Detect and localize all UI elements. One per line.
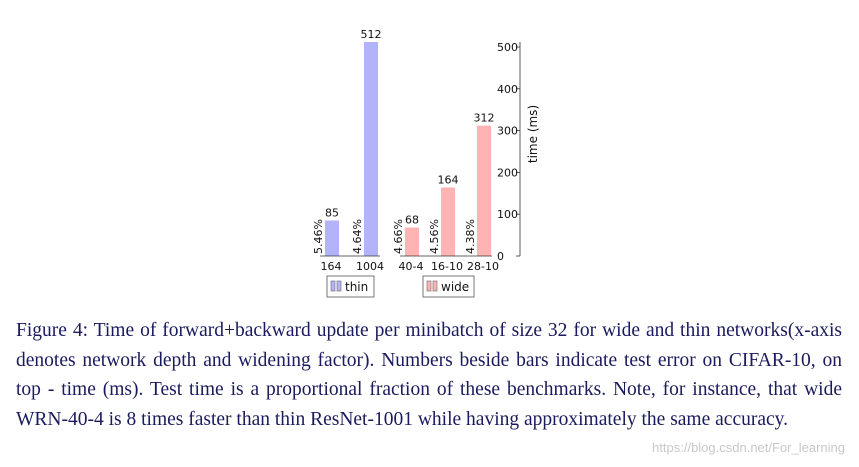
figure-caption: Figure 4: Time of forward+backward updat… <box>16 320 842 430</box>
y-axis-label: time (ms) <box>526 105 540 163</box>
legend-swatch <box>330 280 336 292</box>
bar <box>405 227 419 256</box>
bar <box>477 125 491 256</box>
y-tick-label: 0 <box>497 250 504 263</box>
legend-label: thin <box>345 280 368 294</box>
bar <box>325 220 339 256</box>
y-tick-label: 400 <box>497 83 518 96</box>
y-tick-label: 300 <box>497 125 518 138</box>
chart-marks: 855.46% 164 512 4.64% 1004 684.66% 40-4 164 4.56… <box>312 28 520 298</box>
error-label: 4.38% <box>464 219 477 254</box>
y-tick-label: 200 <box>497 166 518 179</box>
data-label: 512 <box>361 28 382 41</box>
bar <box>364 42 378 256</box>
error-label: 5.46% <box>312 219 325 254</box>
y-tick-label: 500 <box>497 41 518 54</box>
data-label: 164 <box>438 173 459 186</box>
legend-swatch <box>432 280 438 292</box>
data-label: 68 <box>405 214 419 227</box>
error-label: 4.64% <box>351 219 364 254</box>
x-tick-label: 16-10 <box>431 260 463 273</box>
watermark-text: https://blog.csdn.net/For_learning <box>652 440 845 455</box>
y-tick-label: 100 <box>497 208 518 221</box>
x-tick-label: 1004 <box>356 260 384 273</box>
x-tick-label: 28-10 <box>467 260 499 273</box>
x-tick-label: 164 <box>321 260 342 273</box>
data-label: 312 <box>474 112 495 125</box>
legend-label: wide <box>441 280 469 294</box>
bar <box>441 187 455 256</box>
legend-swatch <box>336 280 342 292</box>
legend-swatch <box>426 280 432 292</box>
bar-chart: 855.46% 164 512 4.64% 1004 684.66% 40-4 164 4.56… <box>312 28 540 298</box>
data-label: 85 <box>325 206 339 219</box>
error-label: 4.56% <box>428 219 441 254</box>
x-tick-label: 40-4 <box>399 260 424 273</box>
error-label: 4.66% <box>392 219 405 254</box>
